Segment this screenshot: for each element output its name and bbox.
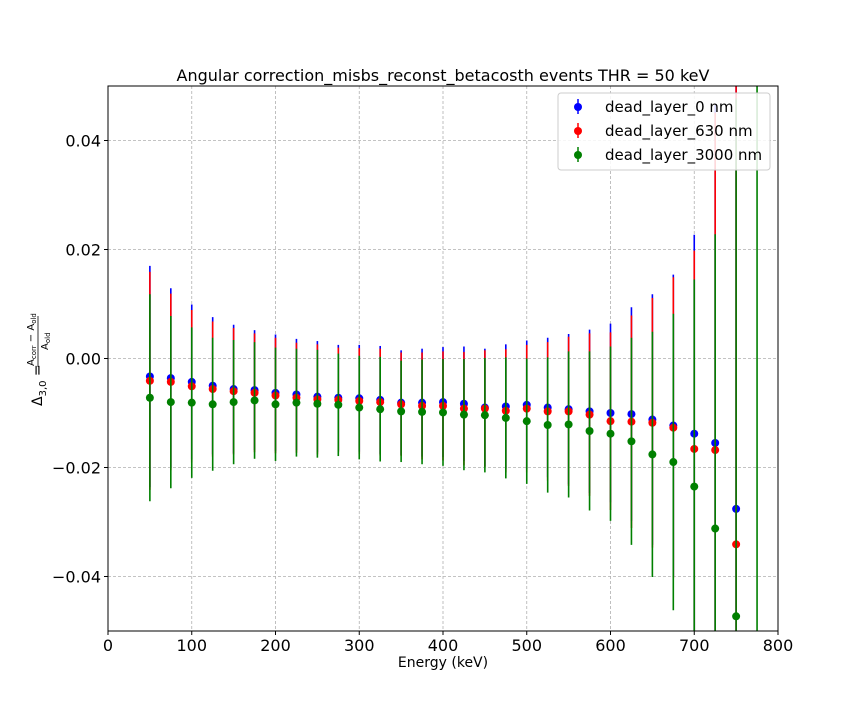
data-point [271, 400, 280, 409]
legend-label-0: dead_layer_0 nm [605, 98, 734, 117]
data-point [501, 413, 510, 422]
legend-marker-1 [574, 127, 582, 135]
data-point [376, 405, 385, 414]
data-point [690, 482, 699, 491]
legend-entry-2: dead_layer_3000 nm [574, 146, 762, 165]
y-tick-label: 0.00 [65, 350, 101, 369]
data-point [480, 411, 489, 420]
data-point [669, 458, 678, 467]
data-point [208, 400, 217, 409]
data-point [648, 450, 657, 459]
data-point [250, 396, 259, 405]
y-axis-label: Δ3,0 = Acorr − Aold Aold [26, 313, 52, 406]
ticks-layer: 0 100 200 300 400 500 600 700 800 −0.04 −0.02 0.00 0… [52, 132, 793, 656]
x-tick-label: 500 [511, 636, 542, 655]
x-tick-label: 200 [260, 636, 291, 655]
data-point [292, 398, 301, 407]
y-tick-label: −0.04 [52, 568, 101, 587]
legend-marker-0 [574, 103, 582, 111]
data-point [711, 524, 720, 533]
data-point [439, 408, 447, 417]
data-point [166, 398, 175, 407]
x-tick-label: 300 [344, 636, 375, 655]
y-label-symbol: Δ3,0 = [30, 364, 49, 406]
data-point [627, 437, 636, 446]
data-point [334, 400, 343, 409]
x-axis-label: Energy (keV) [398, 655, 488, 671]
data-point [145, 393, 154, 402]
data-point [522, 417, 531, 426]
data-point [732, 612, 741, 621]
x-tick-label: 400 [428, 636, 459, 655]
data-point [187, 398, 196, 407]
legend-label-2: dead_layer_3000 nm [605, 146, 762, 165]
x-tick-label: 600 [595, 636, 626, 655]
chart-title: Angular correction_misbs_reconst_betacos… [177, 66, 710, 86]
y-label-numerator: Acorr − Aold [26, 313, 38, 366]
y-tick-label: 0.02 [65, 241, 101, 260]
data-point [313, 399, 322, 408]
x-tick-label: 700 [679, 636, 710, 655]
data-point [229, 398, 238, 407]
legend-label-1: dead_layer_630 nm [605, 122, 753, 141]
legend-box [557, 92, 771, 171]
x-tick-label: 0 [103, 636, 113, 655]
y-label-denominator: Aold [40, 332, 52, 350]
x-tick-label: 100 [176, 636, 207, 655]
legend-marker-2 [574, 151, 582, 159]
data-point [564, 420, 573, 429]
legend: dead_layer_0 nm dead_layer_630 nm dead_l… [557, 92, 771, 171]
data-layer [145, 86, 758, 631]
data-point [355, 403, 364, 412]
legend-entry-0: dead_layer_0 nm [574, 98, 734, 117]
x-tick-label: 800 [763, 636, 794, 655]
data-point [418, 407, 427, 416]
series-2 [145, 98, 741, 631]
data-point [606, 429, 615, 438]
y-tick-label: −0.02 [52, 459, 101, 478]
data-point [397, 407, 406, 416]
data-point [585, 426, 594, 435]
y-tick-label: 0.04 [65, 132, 101, 151]
legend-entry-1: dead_layer_630 nm [574, 122, 753, 141]
data-point [459, 410, 468, 419]
data-point [543, 420, 552, 429]
